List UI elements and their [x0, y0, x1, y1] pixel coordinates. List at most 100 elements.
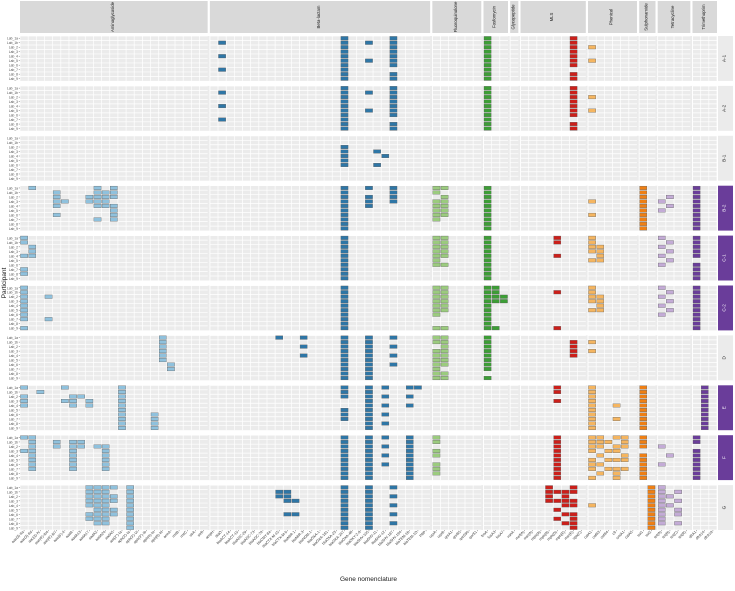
svg-text:Lab_3: Lab_3	[9, 400, 18, 404]
svg-text:Lab_7: Lab_7	[9, 168, 18, 172]
svg-text:Lab_2: Lab_2	[9, 146, 18, 150]
svg-text:A-1: A-1	[722, 54, 727, 62]
svg-text:Lab_3: Lab_3	[9, 50, 18, 54]
svg-text:Lab_9: Lab_9	[9, 227, 18, 231]
svg-text:Lab_5: Lab_5	[9, 109, 18, 113]
svg-text:Lab_7: Lab_7	[9, 517, 18, 521]
svg-text:Lab_6: Lab_6	[9, 513, 18, 517]
svg-text:Lab_5: Lab_5	[9, 408, 18, 412]
svg-text:F: F	[722, 456, 727, 459]
svg-text:Lab_6: Lab_6	[9, 413, 18, 417]
svg-text:Lab_1b: Lab_1b	[7, 341, 18, 345]
svg-text:Lab_8: Lab_8	[9, 222, 18, 226]
svg-text:Lab_1b: Lab_1b	[7, 41, 18, 45]
svg-text:Lab_6: Lab_6	[9, 213, 18, 217]
svg-text:Lab_6: Lab_6	[9, 263, 18, 267]
svg-text:Lab_9: Lab_9	[9, 526, 18, 530]
svg-text:Lab_5: Lab_5	[9, 259, 18, 263]
svg-text:Lab_9: Lab_9	[9, 77, 18, 81]
svg-text:C-2: C-2	[722, 304, 727, 312]
svg-text:Lab_8: Lab_8	[9, 123, 18, 127]
svg-text:Lab_7: Lab_7	[9, 417, 18, 421]
svg-text:Lab_3: Lab_3	[9, 100, 18, 104]
svg-text:Lab_1a: Lab_1a	[7, 236, 18, 240]
svg-text:Lab_5: Lab_5	[9, 159, 18, 163]
svg-text:MLS: MLS	[549, 12, 554, 21]
svg-text:Lab_8: Lab_8	[9, 472, 18, 476]
svg-text:Glycopeptide: Glycopeptide	[510, 4, 515, 30]
svg-text:Lab_1b: Lab_1b	[7, 490, 18, 494]
svg-text:Lab_4: Lab_4	[9, 504, 18, 508]
svg-text:Lab_2: Lab_2	[9, 295, 18, 299]
svg-text:Lab_8: Lab_8	[9, 322, 18, 326]
svg-text:Lab_6: Lab_6	[9, 114, 18, 118]
svg-text:Lab_1a: Lab_1a	[7, 436, 18, 440]
svg-text:Lab_1a: Lab_1a	[7, 386, 18, 390]
svg-text:Lab_5: Lab_5	[9, 359, 18, 363]
svg-text:Lab_5: Lab_5	[9, 309, 18, 313]
svg-text:Lab_8: Lab_8	[9, 172, 18, 176]
svg-text:Lab_8: Lab_8	[9, 372, 18, 376]
svg-text:Lab_3: Lab_3	[9, 449, 18, 453]
svg-text:Lab_4: Lab_4	[9, 254, 18, 258]
svg-text:Lab_2: Lab_2	[9, 395, 18, 399]
svg-text:Lab_1a: Lab_1a	[7, 87, 18, 91]
svg-text:G: G	[722, 505, 727, 509]
svg-text:Lab_8: Lab_8	[9, 272, 18, 276]
svg-text:Lab_1b: Lab_1b	[7, 141, 18, 145]
svg-text:Lab_2: Lab_2	[9, 345, 18, 349]
svg-text:Lab_5: Lab_5	[9, 508, 18, 512]
svg-text:Aminoglycoside: Aminoglycoside	[110, 1, 115, 32]
svg-text:Lab_2: Lab_2	[9, 46, 18, 50]
svg-text:C-1: C-1	[722, 254, 727, 262]
svg-text:Lab_1a: Lab_1a	[7, 186, 18, 190]
svg-text:Gene nomenclature: Gene nomenclature	[340, 576, 397, 583]
svg-text:Lab_3: Lab_3	[9, 200, 18, 204]
svg-text:Lab_8: Lab_8	[9, 422, 18, 426]
svg-text:Lab_2: Lab_2	[9, 495, 18, 499]
svg-text:Lab_7: Lab_7	[9, 68, 18, 72]
svg-text:Trimethoprim: Trimethoprim	[701, 4, 706, 30]
svg-text:Lab_6: Lab_6	[9, 64, 18, 68]
svg-text:Lab_5: Lab_5	[9, 458, 18, 462]
svg-text:Lab_6: Lab_6	[9, 463, 18, 467]
svg-text:Tetracycline: Tetracycline	[670, 5, 675, 28]
svg-text:Lab_6: Lab_6	[9, 163, 18, 167]
svg-text:Phenicol: Phenicol	[608, 9, 613, 26]
svg-text:Lab_1a: Lab_1a	[7, 486, 18, 490]
svg-text:E: E	[722, 406, 727, 409]
svg-text:Lab_8: Lab_8	[9, 522, 18, 526]
svg-text:Beta-lactam: Beta-lactam	[316, 5, 321, 28]
svg-text:Lab_3: Lab_3	[9, 150, 18, 154]
svg-text:Lab_4: Lab_4	[9, 55, 18, 59]
svg-text:Lab_9: Lab_9	[9, 377, 18, 381]
svg-text:Lab_3: Lab_3	[9, 300, 18, 304]
svg-text:Lab_3: Lab_3	[9, 350, 18, 354]
svg-text:Lab_7: Lab_7	[9, 218, 18, 222]
svg-text:Lab_5: Lab_5	[9, 209, 18, 213]
svg-text:Lab_8: Lab_8	[9, 73, 18, 77]
svg-text:Lab_4: Lab_4	[9, 354, 18, 358]
svg-text:Lab_9: Lab_9	[9, 277, 18, 281]
svg-text:Lab_6: Lab_6	[9, 363, 18, 367]
svg-text:Participant: Participant	[1, 267, 8, 298]
svg-text:Lab_7: Lab_7	[9, 118, 18, 122]
svg-text:A-2: A-2	[722, 104, 727, 112]
svg-text:Lab_4: Lab_4	[9, 304, 18, 308]
svg-text:Lab_1a: Lab_1a	[7, 336, 18, 340]
svg-text:Lab_7: Lab_7	[9, 467, 18, 471]
svg-text:Sulphonamide: Sulphonamide	[643, 3, 648, 31]
svg-text:Lab_9: Lab_9	[9, 127, 18, 131]
svg-text:Lab_1b: Lab_1b	[7, 391, 18, 395]
svg-text:B-2: B-2	[722, 204, 727, 212]
svg-text:Lab_1b: Lab_1b	[7, 440, 18, 444]
svg-text:Lab_9: Lab_9	[9, 327, 18, 331]
svg-text:Lab_2: Lab_2	[9, 96, 18, 100]
svg-text:Lab_7: Lab_7	[9, 368, 18, 372]
svg-text:Lab_7: Lab_7	[9, 318, 18, 322]
svg-text:Lab_1b: Lab_1b	[7, 291, 18, 295]
svg-text:Lab_3: Lab_3	[9, 499, 18, 503]
svg-text:Lab_9: Lab_9	[9, 177, 18, 181]
svg-text:Lab_2: Lab_2	[9, 195, 18, 199]
svg-text:B-1: B-1	[722, 154, 727, 162]
